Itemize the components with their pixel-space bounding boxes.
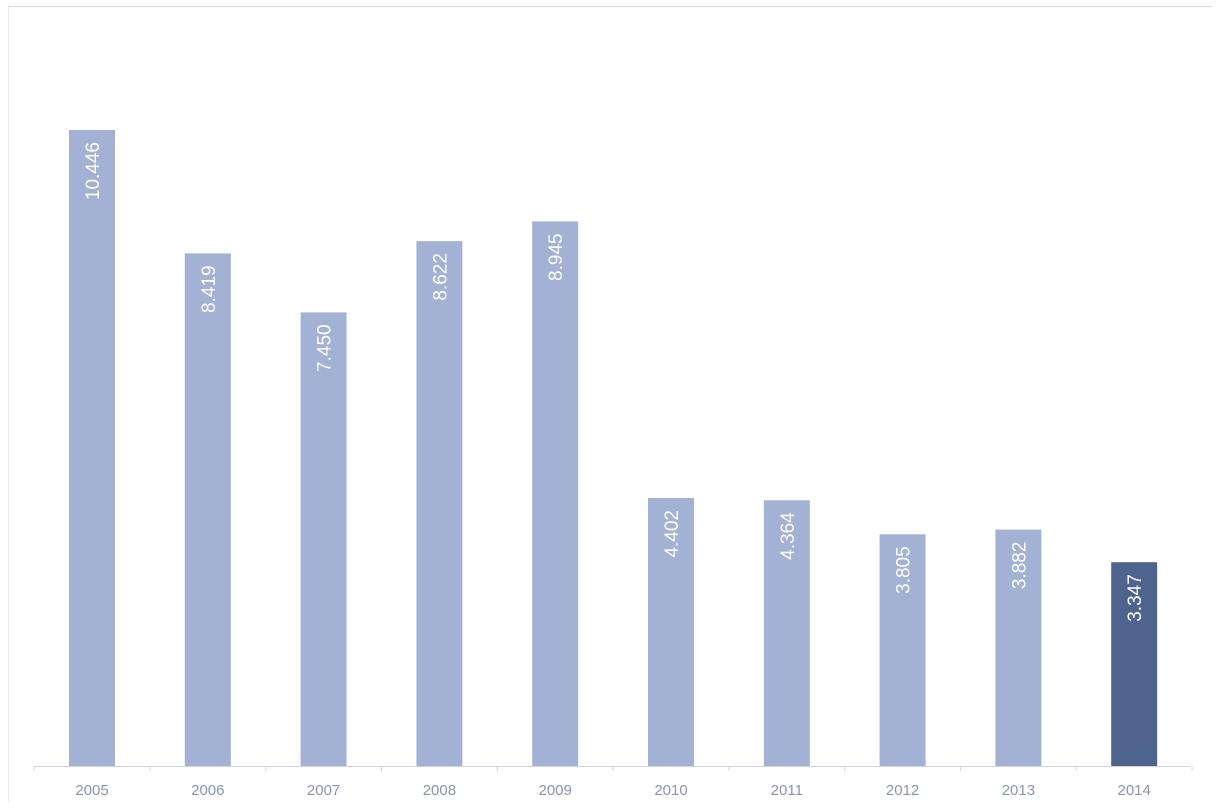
value-label-2008: 8.622 xyxy=(430,253,451,301)
tick-label-2008: 2008 xyxy=(423,782,456,799)
bar-2012 xyxy=(879,534,926,766)
tick-label-2012: 2012 xyxy=(886,782,919,799)
bar-2006 xyxy=(184,253,231,766)
bar-2009 xyxy=(532,221,579,766)
tick-label-2011: 2011 xyxy=(771,782,803,799)
tick-label-2006: 2006 xyxy=(191,782,224,799)
tick-label-2007: 2007 xyxy=(307,782,340,799)
bars-group xyxy=(69,130,1158,767)
value-label-2014: 3.347 xyxy=(1125,574,1146,622)
bar-2014 xyxy=(1111,562,1158,766)
bar-2010 xyxy=(648,498,694,766)
tick-labels-group: 2005 2006 2007 2008 2009 2010 2011 2012 2013 2014 xyxy=(75,782,1151,799)
value-label-2009: 8.945 xyxy=(546,233,567,281)
bar-2013 xyxy=(995,529,1042,766)
value-label-2007: 7.450 xyxy=(315,324,336,372)
tick-label-2013: 2013 xyxy=(1002,782,1035,799)
value-label-2005: 10.446 xyxy=(83,142,104,200)
bar-2005 xyxy=(69,130,115,766)
x-axis xyxy=(33,766,1193,771)
chart-frame xyxy=(8,6,1212,802)
tick-label-2010: 2010 xyxy=(654,782,687,799)
value-label-2010: 4.402 xyxy=(662,510,683,558)
tick-label-2005: 2005 xyxy=(75,782,108,799)
tick-label-2014: 2014 xyxy=(1118,782,1151,799)
value-label-2011: 4.364 xyxy=(778,512,799,560)
value-label-2013: 3.882 xyxy=(1009,542,1030,590)
value-label-2012: 3.805 xyxy=(894,546,915,594)
value-labels-group: 10.446 8.419 7.450 8.622 8.945 4.402 4.364 3.80… xyxy=(83,142,1146,622)
bar-2008 xyxy=(416,241,463,767)
bar-2007 xyxy=(300,312,347,766)
bar-2011 xyxy=(763,500,810,766)
value-label-2006: 8.419 xyxy=(199,265,220,313)
tick-label-2009: 2009 xyxy=(539,782,572,799)
